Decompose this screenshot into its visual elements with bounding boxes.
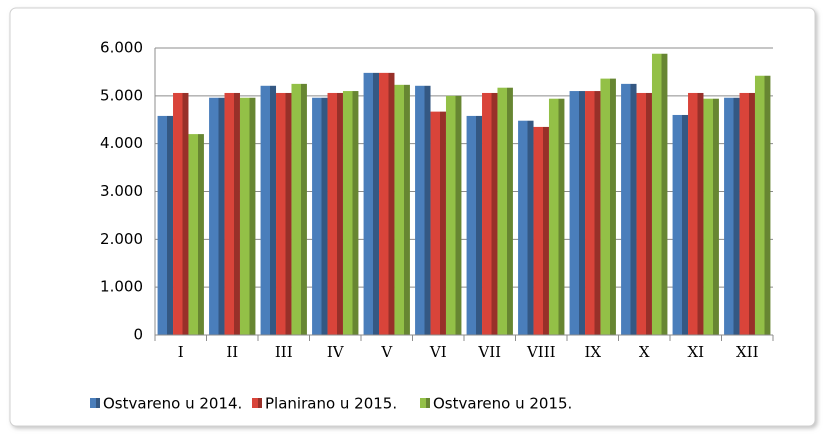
x-tick-label: XII xyxy=(736,343,759,361)
bar xyxy=(173,92,189,335)
y-tick-label: 2.000 xyxy=(100,230,143,248)
x-tick-label: X xyxy=(639,343,650,361)
y-tick-label: 0 xyxy=(133,326,143,344)
bar xyxy=(291,83,307,335)
bar xyxy=(445,95,462,335)
bar xyxy=(327,92,343,335)
bar xyxy=(497,87,513,336)
bar xyxy=(260,85,277,335)
x-tick-label: XI xyxy=(687,343,704,361)
bar xyxy=(157,115,174,335)
legend-swatch xyxy=(420,398,430,408)
bar xyxy=(672,114,689,335)
bar xyxy=(518,120,534,335)
x-tick-label: V xyxy=(380,343,393,361)
bar xyxy=(569,91,586,335)
bar xyxy=(703,98,719,335)
x-tick-label: I xyxy=(178,343,184,361)
legend-label: Ostvareno u 2014. xyxy=(103,395,242,413)
y-tick-label: 5.000 xyxy=(100,86,143,104)
bar xyxy=(312,97,328,335)
bar xyxy=(363,72,380,335)
bar xyxy=(430,111,446,335)
bar xyxy=(651,53,668,336)
bar xyxy=(379,72,395,335)
legend-label: Ostvareno u 2015. xyxy=(433,395,572,413)
y-tick-label: 4.000 xyxy=(100,134,143,152)
x-tick-label: II xyxy=(226,343,238,361)
x-tick-label: VI xyxy=(429,343,447,361)
bar xyxy=(739,92,755,335)
bar xyxy=(585,91,601,335)
bar xyxy=(533,126,549,335)
x-tick-label: III xyxy=(275,343,293,361)
bar xyxy=(224,92,240,335)
legend-swatch xyxy=(90,398,100,408)
bar xyxy=(239,97,256,335)
bar xyxy=(342,91,359,335)
y-tick-label: 3.000 xyxy=(100,182,143,200)
bar xyxy=(621,83,637,335)
y-tick-label: 1.000 xyxy=(100,278,143,296)
bar xyxy=(754,75,771,335)
bar xyxy=(466,115,483,335)
x-tick-label: IV xyxy=(327,343,345,361)
legend-swatch xyxy=(252,398,262,408)
x-tick-label: VIII xyxy=(526,343,556,361)
bar xyxy=(188,134,204,335)
bar xyxy=(688,92,704,335)
legend-label: Planirano u 2015. xyxy=(265,395,397,413)
x-tick-label: IX xyxy=(584,343,601,361)
bar xyxy=(724,97,740,335)
bar xyxy=(276,92,292,335)
bar xyxy=(600,78,616,335)
bar xyxy=(482,92,498,335)
x-tick-label: VII xyxy=(477,343,501,361)
bar xyxy=(394,84,410,335)
bar xyxy=(548,98,565,335)
bar xyxy=(415,85,431,335)
bar xyxy=(209,97,225,335)
bar xyxy=(636,92,652,335)
y-tick-label: 6.000 xyxy=(100,39,143,57)
